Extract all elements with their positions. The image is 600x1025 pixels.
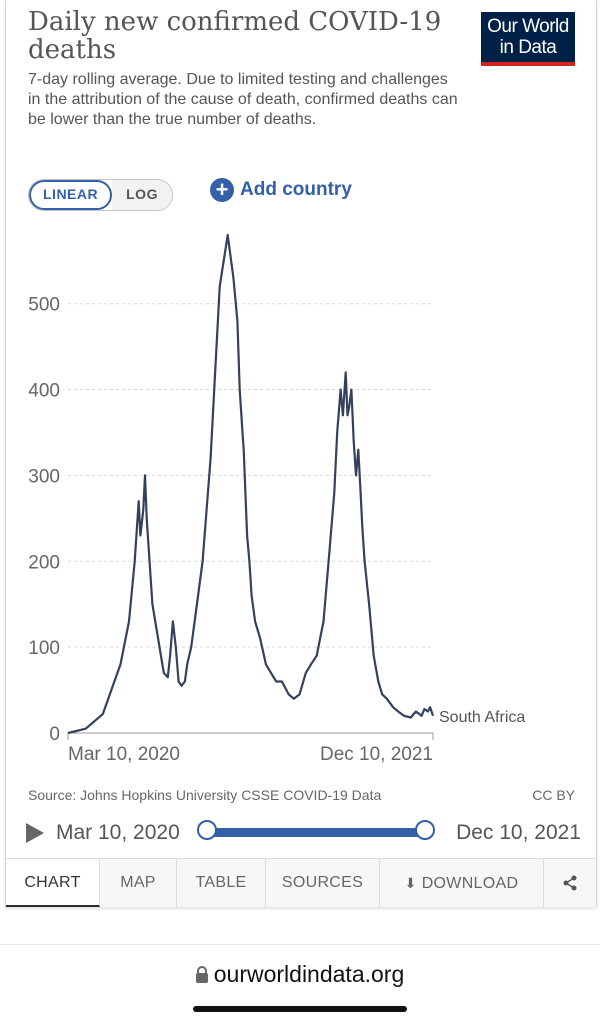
chart-card: Daily new confirmed COVID-19 deaths 7-da… xyxy=(5,0,597,907)
tab-map[interactable]: MAP xyxy=(100,859,177,907)
timeline-start-label: Mar 10, 2020 xyxy=(56,821,180,844)
tab-table[interactable]: TABLE xyxy=(177,859,266,907)
line-chart: 0 100 200 300 400 500 Mar 10, 2020 Dec 10, 2021… xyxy=(28,233,525,765)
home-indicator[interactable] xyxy=(193,1006,407,1012)
logo-line1: Our World xyxy=(487,16,569,37)
timeline-end-handle[interactable] xyxy=(415,820,435,840)
tab-bar: CHART MAP TABLE SOURCES ⬇ DOWNLOAD xyxy=(6,858,596,907)
y-tick-label: 300 xyxy=(28,466,60,487)
chart-title: Daily new confirmed COVID-19 deaths xyxy=(28,7,442,65)
log-button[interactable]: LOG xyxy=(112,180,172,210)
y-tick-label: 500 xyxy=(28,295,60,316)
series-line xyxy=(67,233,435,735)
share-icon xyxy=(563,875,577,891)
url-text: ourworldindata.org xyxy=(213,961,405,987)
source-note[interactable]: Source: Johns Hopkins University CSSE CO… xyxy=(28,787,382,803)
x-tick-label: Mar 10, 2020 xyxy=(68,744,180,765)
add-country-button[interactable]: + Add country xyxy=(210,178,352,202)
x-tick-label: Dec 10, 2021 xyxy=(320,744,433,765)
browser-url-bar[interactable]: ourworldindata.org xyxy=(0,944,600,1025)
plus-circle-icon: + xyxy=(210,178,234,202)
logo-line2: in Data xyxy=(499,37,557,58)
tab-download[interactable]: ⬇ DOWNLOAD xyxy=(380,859,544,907)
y-tick-label: 400 xyxy=(28,381,60,402)
timeline-end-label: Dec 10, 2021 xyxy=(456,821,581,844)
tab-sources[interactable]: SOURCES xyxy=(266,859,380,907)
chart-subtitle: 7-day rolling average. Due to limited te… xyxy=(28,71,458,128)
tab-chart[interactable]: CHART xyxy=(6,859,100,907)
license-label[interactable]: CC BY xyxy=(532,787,575,803)
y-tick-label: 200 xyxy=(28,552,60,573)
tab-download-label: DOWNLOAD xyxy=(421,875,519,892)
download-icon: ⬇ xyxy=(404,875,417,891)
add-country-label: Add country xyxy=(240,179,352,200)
share-button[interactable] xyxy=(544,859,596,907)
linear-button[interactable]: LINEAR xyxy=(29,180,113,210)
scale-toggle: LINEAR LOG xyxy=(28,179,173,211)
y-tick-label: 0 xyxy=(49,724,60,745)
y-tick-label: 100 xyxy=(28,638,60,659)
play-icon[interactable] xyxy=(26,823,44,843)
timeline: Mar 10, 2020 Dec 10, 2021 xyxy=(6,812,596,852)
timeline-track[interactable] xyxy=(207,828,426,837)
timeline-start-handle[interactable] xyxy=(197,820,217,840)
series-label: South Africa xyxy=(439,709,525,726)
owid-logo[interactable]: Our World in Data xyxy=(481,12,575,66)
lock-icon xyxy=(195,966,208,983)
url-display[interactable]: ourworldindata.org xyxy=(0,961,600,988)
